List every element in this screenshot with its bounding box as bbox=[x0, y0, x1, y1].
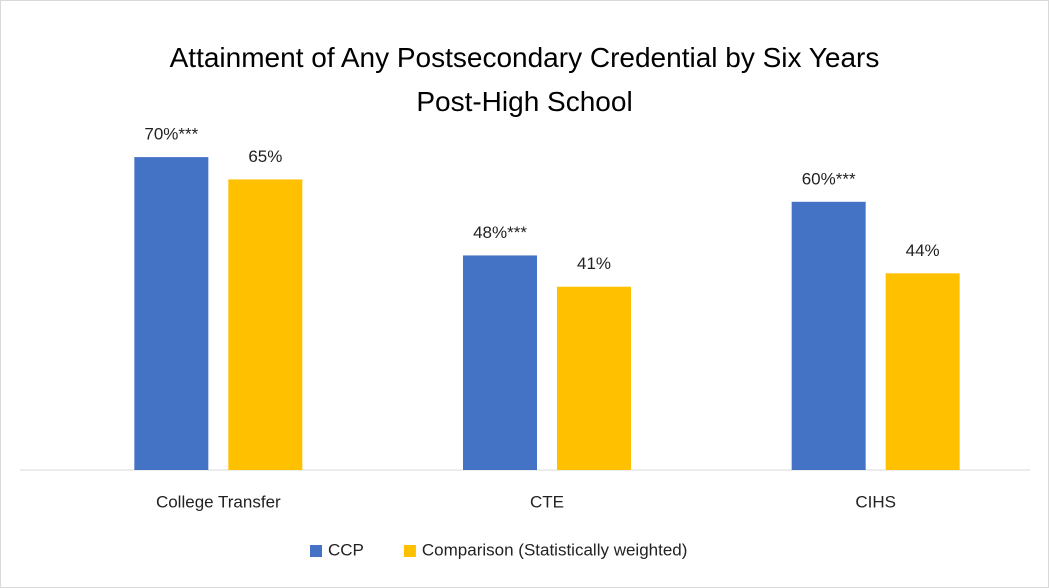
data-label: 65% bbox=[248, 147, 282, 166]
bar bbox=[885, 273, 960, 470]
data-label: 44% bbox=[906, 241, 940, 260]
title-box: Attainment of Any Postsecondary Credenti… bbox=[0, 36, 1049, 124]
bar bbox=[134, 157, 209, 470]
legend-swatch bbox=[310, 545, 322, 557]
data-label: 48%*** bbox=[473, 223, 527, 242]
chart-title: Attainment of Any Postsecondary Credenti… bbox=[169, 42, 880, 117]
legend-swatch bbox=[403, 545, 416, 557]
data-label: 60%*** bbox=[802, 169, 856, 188]
data-label: 41% bbox=[577, 254, 611, 273]
bar bbox=[228, 179, 303, 470]
legend-label: CCP bbox=[328, 540, 364, 559]
data-label: 70%*** bbox=[144, 125, 198, 144]
legend-label: Comparison (Statistically weighted) bbox=[422, 540, 688, 559]
bar bbox=[463, 255, 537, 470]
x-tick-label: CIHS bbox=[855, 492, 896, 511]
bar bbox=[557, 286, 631, 470]
bar bbox=[791, 201, 866, 471]
x-tick-label: College Transfer bbox=[156, 492, 281, 511]
x-tick-label: CTE bbox=[530, 492, 564, 511]
